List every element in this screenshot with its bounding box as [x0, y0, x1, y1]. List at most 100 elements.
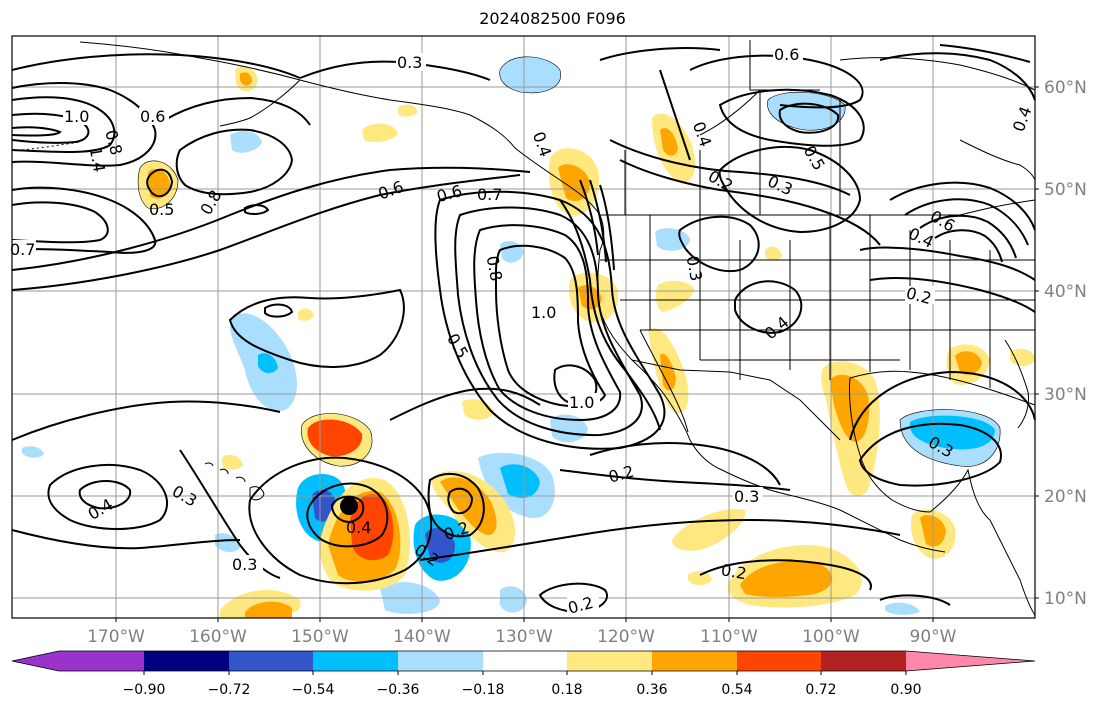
- border-segment: [600, 259, 1035, 361]
- pos-anomaly-area: [148, 168, 170, 199]
- neg-anomaly-area: [258, 353, 278, 374]
- colorbar-segment: [821, 651, 906, 671]
- shaded-anomalies: [22, 56, 1035, 618]
- contour-label: 0.3: [232, 555, 257, 574]
- contour-line: [11, 112, 90, 144]
- colorbar-segment: [313, 651, 398, 671]
- neg-anomaly-area: [22, 446, 44, 458]
- contour-line: [678, 215, 760, 273]
- coastline-segment: [597, 249, 946, 553]
- contour-line: [454, 206, 643, 437]
- contour-label: 0.5: [149, 200, 174, 219]
- pos-anomaly-area: [660, 353, 676, 391]
- coastline-segment: [959, 139, 1036, 181]
- colorbar-segment: [567, 651, 652, 671]
- lat-label: 50°N: [1044, 180, 1087, 200]
- contour-label: 0.8: [483, 254, 506, 282]
- contour-line: [47, 464, 169, 530]
- contour-line: [538, 582, 608, 614]
- neg-anomaly-area: [425, 527, 455, 563]
- colorbar: −0.90 −0.72 −0.54 −0.36 −0.18 0.18 0.36 …: [11, 650, 1036, 698]
- contour-line: [11, 400, 281, 441]
- contour-line: [859, 246, 1036, 281]
- contour-label: 0.6: [140, 107, 165, 126]
- contour-line: [11, 529, 241, 550]
- pos-anomaly-area: [350, 494, 394, 561]
- colorbar-segment: [652, 651, 737, 671]
- contour-label: 0.3: [397, 53, 422, 72]
- contour-line: [427, 472, 485, 538]
- contour-line: [11, 126, 62, 137]
- contour-line: [619, 159, 881, 246]
- coastline-segment: [1004, 339, 1029, 429]
- lon-label: 100°W: [802, 627, 860, 647]
- contour-line: [146, 168, 174, 198]
- coastline-segment: [839, 57, 1036, 91]
- colorbar-outline: [11, 650, 1036, 672]
- contour-line: [164, 96, 311, 126]
- pos-anomaly-area: [1010, 348, 1035, 366]
- pos-anomaly-area: [398, 104, 418, 117]
- contour-line: [330, 495, 365, 524]
- pos-anomaly-area: [362, 123, 398, 142]
- lon-label: 130°W: [495, 627, 553, 647]
- coastline-segment: [204, 462, 265, 501]
- colorbar-tick-label: −0.72: [208, 682, 251, 698]
- coastline-segment: [849, 377, 931, 513]
- contour-label: 0.4: [346, 518, 371, 537]
- contour-line: [879, 594, 951, 606]
- contour-line: [609, 139, 851, 196]
- border-segment: [624, 90, 841, 215]
- pos-anomaly-area: [830, 374, 870, 442]
- contour-line: [434, 190, 666, 450]
- colorbar-extend-high: [906, 651, 1035, 671]
- contour-line: [858, 422, 1002, 487]
- contour-line: [659, 69, 691, 161]
- contour-line: [78, 480, 132, 510]
- contour-line: [11, 174, 521, 291]
- contour-line: [934, 229, 1003, 263]
- coastline-segment: [929, 468, 991, 521]
- contour-label: 0.6: [774, 45, 799, 64]
- shading-outlines: [137, 56, 1001, 467]
- pos-anomaly-area: [222, 454, 243, 470]
- latitude-axis: 60°N 50°N 40°N 30°N 20°N 10°N: [1044, 78, 1087, 609]
- contour-line: [306, 482, 389, 548]
- pos-anomaly-area: [765, 246, 782, 261]
- colorbar-segment: [229, 651, 313, 671]
- lon-label: 150°W: [291, 627, 349, 647]
- lon-label: 110°W: [700, 627, 758, 647]
- lon-label: 170°W: [87, 627, 145, 647]
- contour-line: [599, 47, 721, 61]
- contour-line: [559, 469, 791, 491]
- gridlines: [12, 36, 1035, 618]
- lon-label: 160°W: [189, 627, 247, 647]
- pos-anomaly-area: [660, 128, 678, 156]
- contour-label: 0.3: [734, 487, 759, 506]
- contour-line: [473, 224, 622, 422]
- contour-line: [559, 199, 661, 431]
- contour-line: [389, 387, 541, 421]
- contour-line: [904, 198, 1029, 246]
- contour-line: [11, 186, 157, 254]
- pos-anomaly-area: [740, 561, 833, 597]
- neg-anomaly-area: [500, 586, 527, 613]
- map-title: 2024082500 F096: [479, 9, 626, 28]
- lat-label: 20°N: [1044, 487, 1087, 507]
- colorbar-extend-low: [12, 651, 59, 671]
- contour-line: [419, 518, 901, 561]
- pos-anomaly-area: [655, 280, 695, 312]
- contour-line: [11, 53, 301, 79]
- contour-label: 0.3: [683, 254, 706, 282]
- coastline-segment: [79, 41, 605, 251]
- colorbar-tick-label: −0.36: [377, 682, 420, 698]
- contour-label: 0.2: [720, 560, 748, 583]
- contour-line: [939, 44, 1031, 63]
- colorbar-tick-label: 0.72: [805, 682, 836, 698]
- neg-anomaly-area: [767, 92, 846, 131]
- contour-label: 0.7: [10, 240, 35, 259]
- pos-anomaly-area: [298, 308, 314, 321]
- contour-line: [699, 559, 872, 591]
- colorbar-tick-label: 0.36: [636, 682, 667, 698]
- lat-label: 60°N: [1044, 78, 1087, 98]
